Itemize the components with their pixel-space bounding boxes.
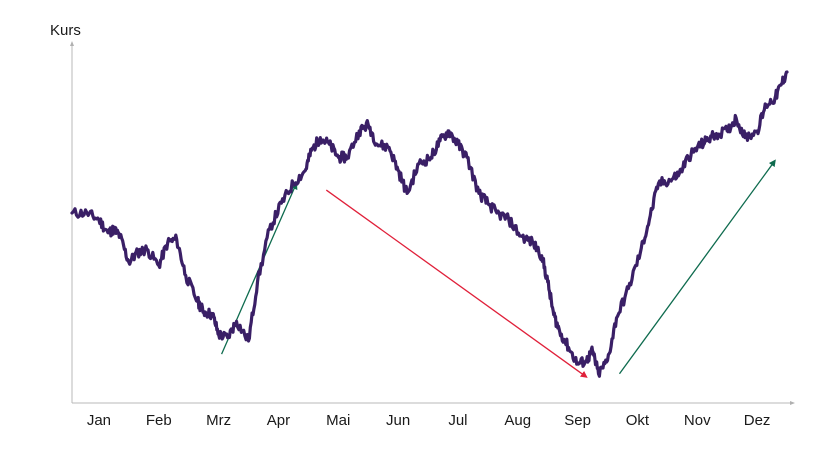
- x-tick-label: Feb: [146, 412, 172, 429]
- x-tick-label: Aug: [504, 412, 531, 429]
- series-group: [70, 70, 789, 378]
- x-tick-label: Mrz: [206, 412, 231, 429]
- x-tick-label: Okt: [626, 412, 650, 429]
- x-tick-label: Jan: [87, 412, 111, 429]
- x-tick-label: Dez: [744, 412, 771, 429]
- y-axis-label: Kurs: [50, 22, 81, 39]
- trend-arrow: [325, 189, 588, 378]
- x-tick-label: Apr: [267, 412, 290, 429]
- x-tick-label: Mai: [326, 412, 350, 429]
- x-tick-label: Sep: [564, 412, 591, 429]
- x-tick-labels: Jan Feb Mrz Apr Mai Jun Jul Aug Sep Okt Nov Dez: [87, 412, 771, 429]
- trend-arrow: [618, 159, 776, 375]
- x-tick-label: Jul: [448, 412, 467, 429]
- x-tick-label: Nov: [684, 412, 711, 429]
- x-tick-label: Jun: [386, 412, 410, 429]
- price-line: [70, 70, 789, 378]
- trend-arrows: [220, 159, 776, 378]
